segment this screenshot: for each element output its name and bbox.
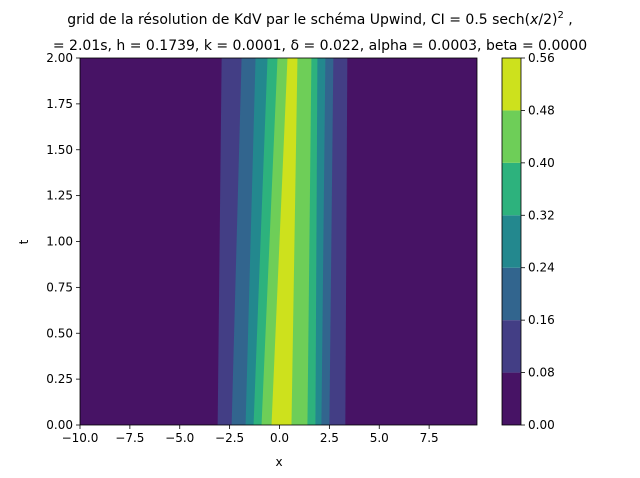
colorbar-tick-label: 0.08 — [528, 366, 555, 380]
colorbar-segment-4 — [502, 162, 521, 216]
x-axis: −10.0 −7.5 −5.0 −2.5 0.0 2.5 5.0 7.5 — [62, 425, 439, 445]
colorbar-segment-3 — [502, 215, 521, 268]
x-tick-label: 2.5 — [320, 431, 339, 445]
chart-title-line1: grid de la résolution de KdV par le sché… — [67, 10, 573, 28]
y-tick-label: 1.50 — [46, 143, 73, 157]
y-tick-label: 1.00 — [46, 235, 73, 249]
x-tick-label: 5.0 — [370, 431, 389, 445]
colorbar-segment-0 — [502, 372, 521, 425]
colorbar-segment-2 — [502, 267, 521, 321]
colorbar-segment-5 — [502, 110, 521, 163]
y-tick-label: 0.75 — [46, 280, 73, 294]
x-tick-label: 0.0 — [270, 431, 289, 445]
y-tick-label: 2.00 — [46, 51, 73, 65]
x-tick-label: −7.5 — [115, 431, 144, 445]
colorbar-tick-label: 0.40 — [528, 156, 555, 170]
colorbar-tick-label: 0.16 — [528, 313, 555, 327]
x-axis-label: x — [275, 455, 282, 469]
y-tick-label: 1.75 — [46, 97, 73, 111]
colorbar-tick-label: 0.56 — [528, 51, 555, 65]
y-axis: 0.00 0.25 0.50 0.75 1.00 1.25 1.50 1.75 2.00 — [46, 51, 80, 432]
x-tick-label: 7.5 — [420, 431, 439, 445]
colorbar-tick-label: 0.24 — [528, 261, 555, 275]
contour-band-6 — [271, 58, 298, 425]
plot-area — [79, 57, 478, 426]
chart-title-line2: = 2.01s, h = 0.1739, k = 0.0001, δ = 0.0… — [53, 38, 587, 54]
y-tick-label: 0.50 — [46, 326, 73, 340]
colorbar-segment-6 — [502, 58, 521, 111]
colorbar-tick-label: 0.32 — [528, 208, 555, 222]
x-tick-label: −2.5 — [215, 431, 244, 445]
colorbar-frame — [501, 57, 522, 426]
y-tick-label: 0.25 — [46, 372, 73, 386]
colorbar-tick-label: 0.00 — [528, 418, 555, 432]
colorbar-tick-label: 0.48 — [528, 103, 555, 117]
x-tick-label: −5.0 — [165, 431, 194, 445]
y-tick-label: 1.25 — [46, 189, 73, 203]
y-tick-label: 0.00 — [46, 418, 73, 432]
colorbar-segment-1 — [502, 320, 521, 373]
colorbar: 0.00 0.08 0.16 0.24 0.32 0.40 0.48 0.56 — [501, 51, 555, 432]
x-tick-label: −10.0 — [62, 431, 99, 445]
y-axis-label: t — [17, 239, 31, 244]
